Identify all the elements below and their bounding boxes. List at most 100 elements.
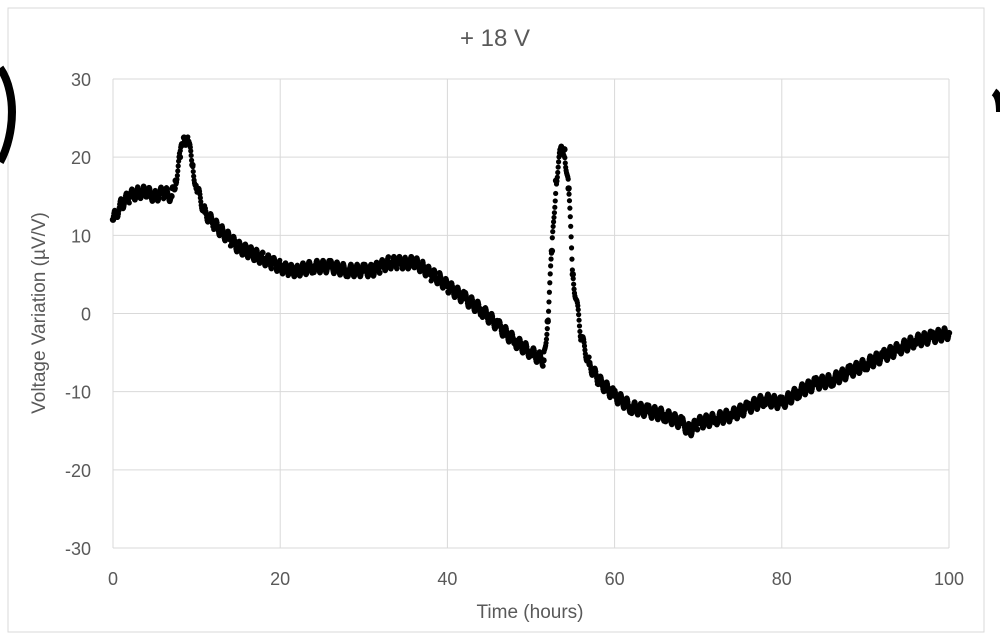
y-tick-label: 20 <box>71 148 91 168</box>
trace-point <box>550 219 557 225</box>
trace-point <box>570 276 576 282</box>
x-tick-label: 40 <box>437 569 457 589</box>
trace-point <box>686 422 693 428</box>
trace-point <box>394 266 400 272</box>
trace-point <box>545 317 551 323</box>
trace-point <box>549 235 555 241</box>
trace-point <box>543 340 549 346</box>
trace-point <box>568 234 574 240</box>
y-tick-label: -10 <box>65 383 91 403</box>
chart-border <box>7 7 985 633</box>
trace-point <box>546 289 552 295</box>
trace-point <box>552 204 558 210</box>
trace-point <box>554 174 560 180</box>
trace-point <box>268 266 275 272</box>
trace-point <box>190 168 196 175</box>
trace-point <box>571 281 577 287</box>
trace-point <box>586 354 592 360</box>
gridlines <box>112 78 950 549</box>
trace-point <box>544 331 550 337</box>
x-tick-label: 80 <box>772 569 792 589</box>
trace-point <box>175 163 181 169</box>
trace-point <box>575 303 581 309</box>
y-tick-label: 30 <box>71 70 91 90</box>
trace-point <box>555 164 561 170</box>
trace-point <box>260 250 266 256</box>
trace-point <box>197 195 203 201</box>
trace-point <box>550 223 556 230</box>
data-points <box>109 134 953 439</box>
trace-point <box>552 198 558 204</box>
trace-point <box>548 256 554 262</box>
y-tick-label: 0 <box>81 305 91 325</box>
x-axis-label: Time (hours) <box>477 602 584 623</box>
trace-point <box>188 152 194 159</box>
trace-point <box>571 286 577 292</box>
trace-point <box>575 307 581 313</box>
trace-point <box>385 254 392 260</box>
trace-point <box>556 154 562 160</box>
trace-point <box>569 267 575 273</box>
trace-point <box>567 214 573 220</box>
y-tick-label: 10 <box>71 226 91 246</box>
trace-point <box>174 176 180 182</box>
trace-point <box>562 155 568 161</box>
trace-point <box>185 134 191 140</box>
x-tick-label: 20 <box>270 569 290 589</box>
trace-point <box>582 347 588 353</box>
trace-point <box>547 271 553 277</box>
trace-point <box>188 157 195 163</box>
trace-point <box>176 158 182 164</box>
trace-point <box>190 163 196 170</box>
trace-point <box>567 205 573 211</box>
trace-point <box>188 148 194 154</box>
x-tick-label: 100 <box>934 569 964 589</box>
trace-point <box>545 308 552 314</box>
trace-point <box>945 333 952 339</box>
trace-point <box>576 323 583 329</box>
trace-point <box>548 263 554 269</box>
y-tick-label: -30 <box>65 539 91 559</box>
trace-point <box>546 299 552 305</box>
trace-point <box>577 328 583 335</box>
trace-point <box>544 326 550 332</box>
trace-point <box>118 196 124 202</box>
trace-point <box>568 223 574 229</box>
trace-point <box>172 185 178 192</box>
trace-point <box>565 176 571 182</box>
trace-point <box>377 269 383 276</box>
trace-point <box>191 173 197 179</box>
trace-point <box>547 280 553 286</box>
trace-point <box>175 168 181 174</box>
trace-point <box>566 198 573 204</box>
trace-point <box>553 190 559 197</box>
trace-point <box>576 317 582 323</box>
trace-point <box>168 193 174 200</box>
trace-point <box>548 250 555 256</box>
trace-point <box>695 426 701 432</box>
trace-point <box>540 363 546 369</box>
trace-point <box>369 263 375 269</box>
trace-point <box>562 160 568 166</box>
trace-point <box>568 245 575 251</box>
y-axis-label: Voltage Variation (µV/V) <box>29 212 50 414</box>
trace-point <box>174 172 180 179</box>
trace-point <box>277 257 283 263</box>
x-tick-label: 60 <box>605 569 625 589</box>
trace-point <box>566 191 572 197</box>
decorative-bracket-left <box>0 65 17 164</box>
data-point <box>565 185 572 192</box>
trace-point <box>551 210 558 216</box>
trace-point <box>543 336 550 342</box>
trace-point <box>555 159 562 165</box>
trace-point <box>581 343 588 349</box>
data-point <box>569 271 576 278</box>
trace-point <box>555 169 561 176</box>
chart-title: + 18 V <box>460 25 530 52</box>
x-tick-label: 0 <box>108 569 118 589</box>
trace-point <box>551 214 557 221</box>
trace-point <box>126 200 132 206</box>
